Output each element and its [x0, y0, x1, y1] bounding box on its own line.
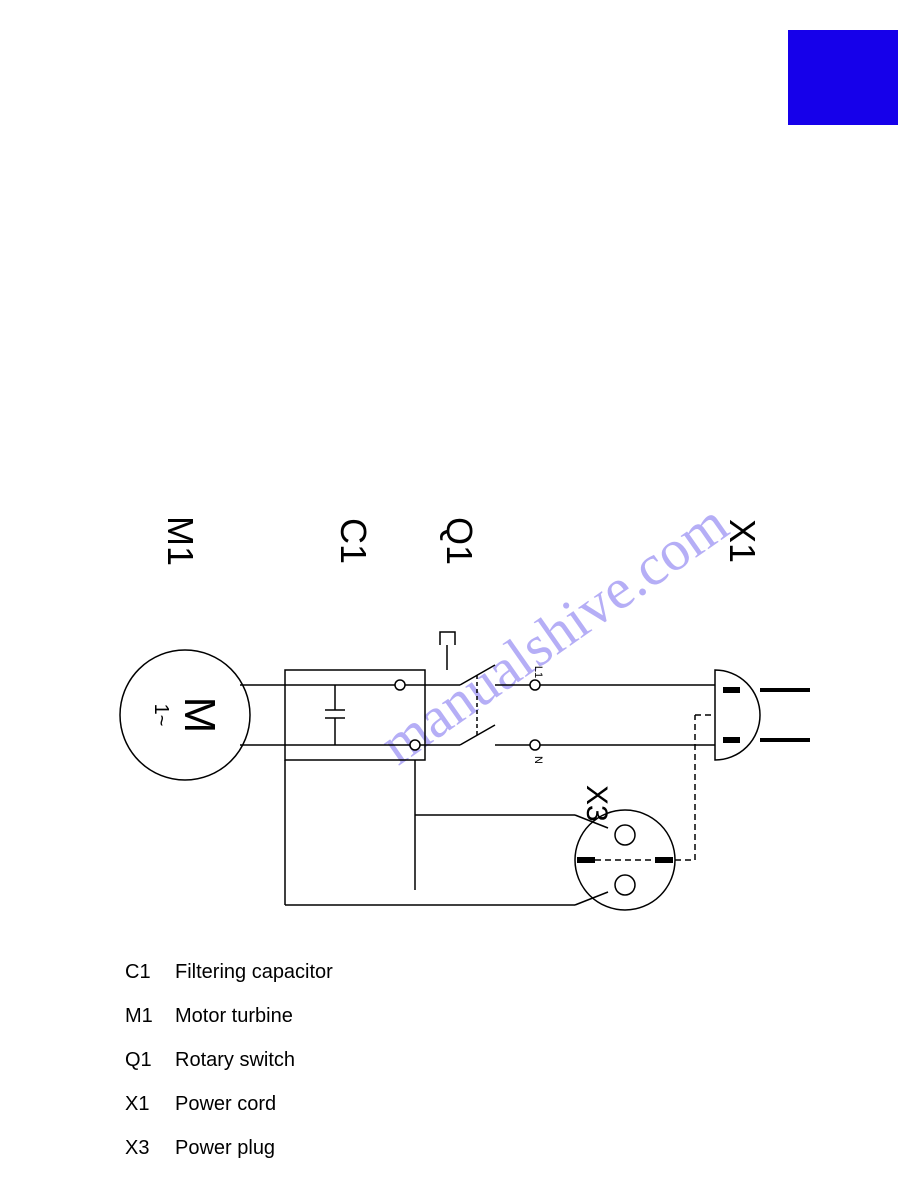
legend-desc: Filtering capacitor — [175, 950, 333, 994]
motor-letter-m: M — [175, 697, 224, 734]
header-accent-box — [788, 30, 898, 125]
component-labels-row: M1 C1 Q1 X1 — [0, 520, 918, 580]
motor-1-tilde: 1~ — [150, 704, 172, 727]
legend-desc: Power plug — [175, 1126, 275, 1170]
legend-key: X1 — [125, 1082, 175, 1126]
legend-row: X3 Power plug — [125, 1126, 333, 1170]
legend-row: X1 Power cord — [125, 1082, 333, 1126]
junction-bottom — [410, 740, 420, 750]
switch-handle — [440, 632, 455, 645]
legend-row: C1 Filtering capacitor — [125, 950, 333, 994]
legend-row: Q1 Rotary switch — [125, 1038, 333, 1082]
legend-desc: Power cord — [175, 1082, 276, 1126]
label-c1: C1 — [332, 518, 374, 564]
legend-key: Q1 — [125, 1038, 175, 1082]
label-q1: Q1 — [438, 517, 480, 565]
terminal-n: N — [532, 756, 544, 764]
legend-desc: Rotary switch — [175, 1038, 295, 1082]
legend-table: C1 Filtering capacitor M1 Motor turbine … — [125, 950, 333, 1170]
legend-key: X3 — [125, 1126, 175, 1170]
legend-row: M1 Motor turbine — [125, 994, 333, 1038]
terminal-l1: L1 — [532, 666, 544, 678]
legend-desc: Motor turbine — [175, 994, 293, 1038]
legend-key: M1 — [125, 994, 175, 1038]
label-x1: X1 — [721, 519, 763, 563]
wiring-schematic: M 1~ L1 N — [115, 610, 815, 920]
label-x3: X3 — [580, 785, 613, 822]
label-m1: M1 — [159, 516, 201, 566]
power-cord-body — [715, 670, 760, 760]
legend-key: C1 — [125, 950, 175, 994]
junction-top — [395, 680, 405, 690]
